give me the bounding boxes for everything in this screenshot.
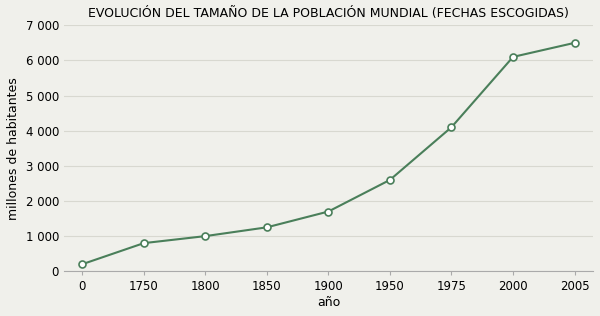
Title: EVOLUCIÓN DEL TAMAÑO DE LA POBLACIÓN MUNDIAL (FECHAS ESCOGIDAS): EVOLUCIÓN DEL TAMAÑO DE LA POBLACIÓN MUN… — [88, 7, 569, 20]
Y-axis label: millones de habitantes: millones de habitantes — [7, 77, 20, 220]
X-axis label: año: año — [317, 296, 340, 309]
